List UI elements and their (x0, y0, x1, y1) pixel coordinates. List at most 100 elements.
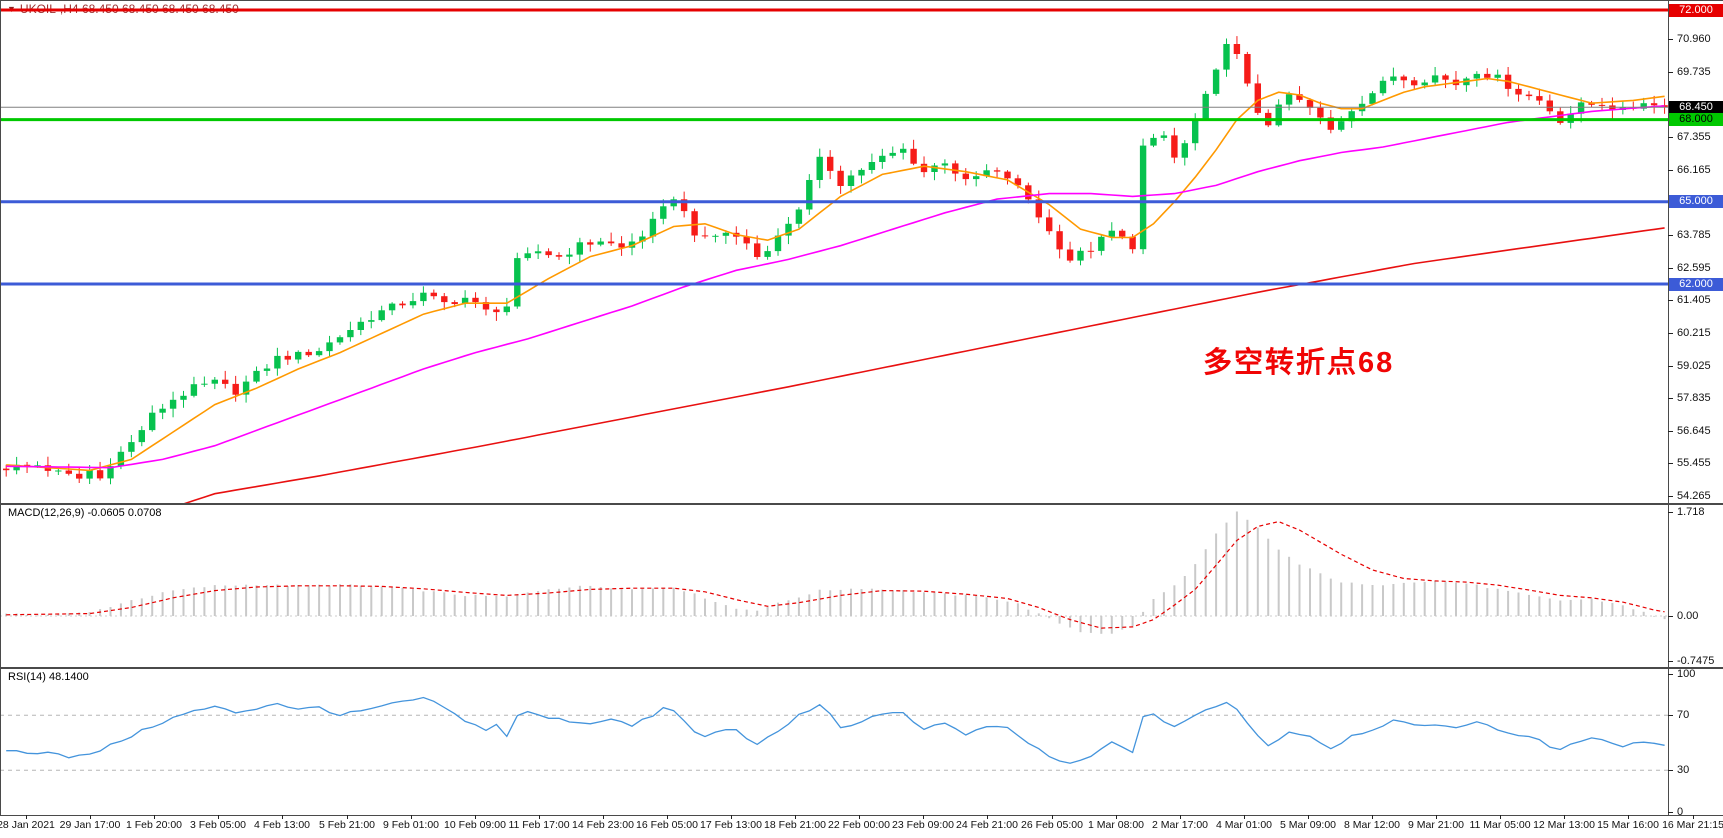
candle-body (159, 408, 166, 413)
macd-histogram-bar (474, 594, 477, 616)
candle-body (1233, 44, 1241, 54)
candle-body (461, 297, 469, 304)
macd-histogram-bar (912, 592, 915, 616)
candle-body (993, 170, 1001, 172)
macd-histogram-bar (412, 588, 414, 616)
macd-chart-canvas[interactable] (0, 505, 1668, 667)
macd-histogram-bar (1559, 600, 1562, 616)
macd-histogram-bar (349, 584, 352, 616)
candle-body (576, 242, 583, 255)
time-axis-tick (1180, 815, 1181, 819)
time-axis-tick (1564, 815, 1565, 819)
rsi-axis-tick-label: 70 (1677, 709, 1690, 721)
candle-body (451, 302, 458, 304)
rsi-axis-tick (1668, 770, 1673, 771)
macd-histogram-bar (1392, 584, 1395, 616)
time-axis-tick (539, 815, 540, 819)
candle-body (1400, 76, 1407, 81)
candle-body (1421, 82, 1428, 86)
time-axis-label: 12 Mar 13:00 (1533, 819, 1595, 831)
macd-histogram-bar (1131, 616, 1134, 627)
macd-histogram-bar (505, 596, 508, 616)
macd-histogram-bar (88, 612, 91, 616)
candle-body (34, 465, 41, 467)
macd-histogram-bar (1475, 584, 1478, 616)
macd-histogram-bar (902, 590, 905, 616)
candle-body (607, 241, 615, 244)
macd-histogram-bar (1486, 588, 1489, 616)
time-axis-label: 29 Jan 17:00 (59, 819, 121, 831)
macd-histogram-bar (1642, 611, 1645, 616)
macd-histogram-bar (109, 607, 112, 616)
macd-histogram-bar (537, 591, 540, 616)
candle-body (1473, 73, 1480, 79)
time-axis-tick (1116, 815, 1117, 819)
macd-histogram-bar (1413, 582, 1416, 616)
macd-histogram-bar (1048, 616, 1051, 619)
macd-histogram-bar (568, 587, 571, 616)
macd-histogram-bar (651, 588, 654, 616)
macd-histogram-bar (1142, 611, 1145, 616)
macd-histogram-bar (526, 592, 529, 616)
macd-histogram-bar (954, 595, 957, 616)
time-axis-label: 16 Feb 05:00 (636, 819, 698, 831)
price-chart-canvas[interactable] (0, 0, 1668, 503)
candle-body (1306, 99, 1314, 108)
candle-body (76, 473, 83, 479)
macd-histogram-bar (1517, 592, 1520, 616)
macd-histogram-bar (933, 592, 936, 616)
macd-histogram-bar (964, 594, 967, 616)
candle-body (1181, 143, 1188, 158)
candle-body (837, 170, 844, 186)
candle-body (1484, 73, 1491, 78)
candle-body (65, 470, 72, 474)
price-axis-tick-label: 67.355 (1677, 131, 1711, 143)
macd-histogram-bar (1580, 599, 1583, 616)
candle-body (305, 351, 312, 356)
candle-body (409, 301, 417, 306)
macd-histogram-bar (735, 608, 738, 616)
macd-histogram-bar (1183, 576, 1186, 616)
time-axis-label: 14 Feb 23:00 (572, 819, 634, 831)
time-axis-border (0, 815, 1723, 816)
candle-body (566, 254, 573, 257)
candle-body (1244, 54, 1251, 84)
candle-body (493, 309, 500, 313)
candle-body (649, 218, 657, 237)
macd-histogram-bar (464, 596, 467, 616)
macd-histogram-bar (391, 587, 394, 616)
time-axis-label: 9 Mar 21:00 (1407, 819, 1465, 831)
macd-axis-tick (1668, 661, 1673, 662)
macd-histogram-bar (1632, 609, 1635, 616)
macd-panel-splitter[interactable] (0, 503, 1723, 505)
price-badge-72.000: 72.000 (1669, 4, 1723, 17)
price-axis-tick (1668, 268, 1673, 269)
rsi-chart-canvas[interactable] (0, 669, 1668, 815)
time-axis-label: 28 Jan 2021 (0, 819, 55, 831)
candle-body (326, 342, 333, 352)
macd-histogram-bar (704, 598, 706, 616)
macd-histogram-bar (119, 603, 122, 616)
macd-histogram-bar (328, 585, 331, 616)
candle-body (1296, 94, 1303, 100)
candle-body (315, 351, 323, 356)
macd-histogram-bar (307, 585, 310, 616)
price-axis-tick (1668, 39, 1673, 40)
macd-histogram-bar (547, 589, 550, 616)
macd-signal-line (6, 520, 1665, 629)
time-axis-label: 8 Mar 12:00 (1343, 819, 1401, 831)
candle-body (96, 470, 104, 479)
price-axis-tick-label: 69.735 (1677, 66, 1711, 78)
macd-histogram-bar (1455, 582, 1457, 616)
macd-histogram-bar (818, 589, 821, 616)
macd-histogram-bar (1267, 538, 1270, 616)
macd-histogram-bar (745, 609, 748, 616)
candle-body (1442, 75, 1449, 80)
candle-body (1379, 80, 1387, 94)
candle-body (347, 330, 354, 338)
candle-body (378, 310, 385, 321)
macd-histogram-bar (1089, 616, 1092, 633)
candle-body (1254, 83, 1261, 113)
rsi-panel-splitter[interactable] (0, 667, 1723, 669)
